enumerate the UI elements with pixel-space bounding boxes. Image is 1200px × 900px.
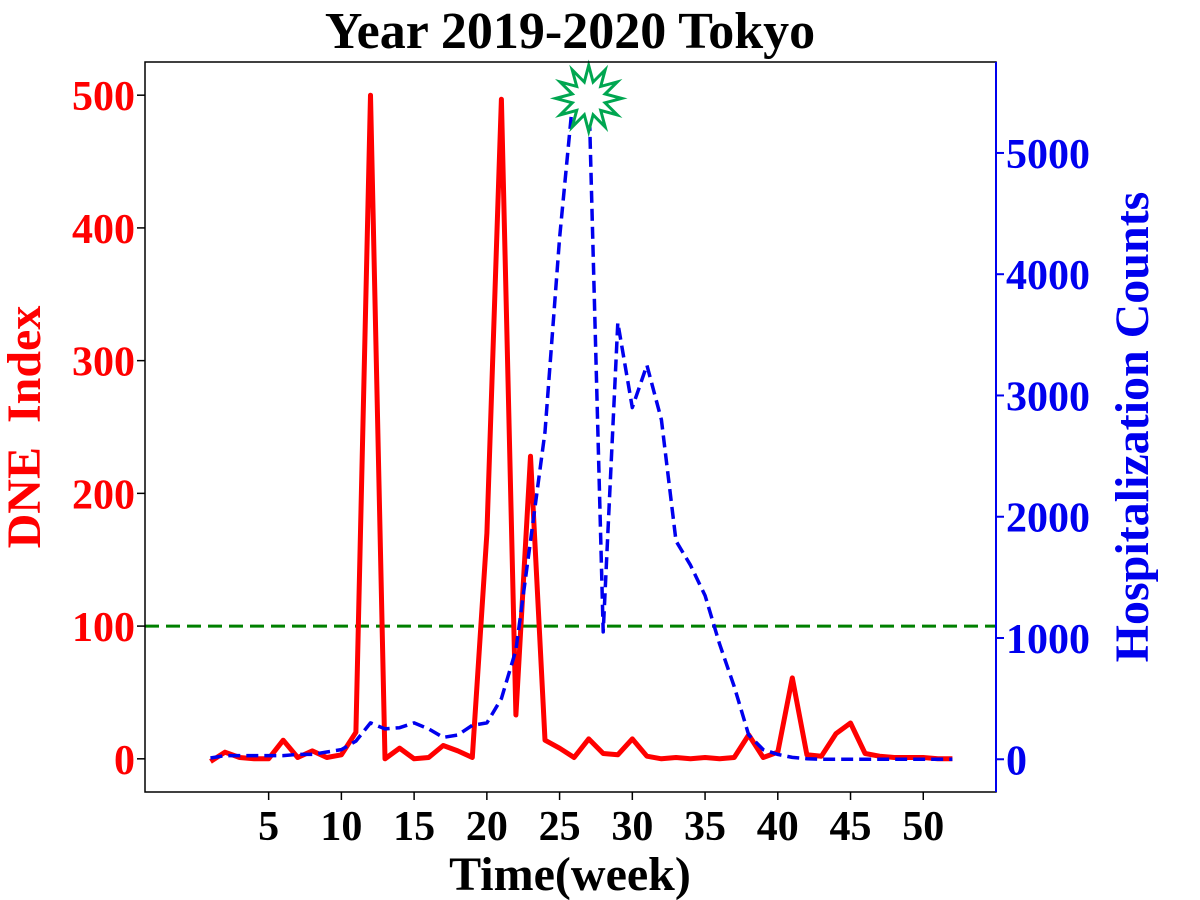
x-tick-label: 35 (684, 804, 726, 850)
right-y-tick-label: 2000 (1006, 496, 1090, 542)
x-axis: 5 10 15 20 25 30 35 40 45 50 (258, 792, 944, 850)
left-y-tick-label: 100 (72, 605, 135, 651)
x-tick-label: 30 (611, 804, 653, 850)
right-y-tick-label: 5000 (1006, 132, 1090, 178)
left-y-tick-label: 0 (114, 738, 135, 784)
plot-frame (144, 61, 997, 793)
right-y-axis-label: Hospitalization Counts (1106, 192, 1159, 663)
left-y-tick-label: 400 (72, 207, 135, 253)
right-y-tick-label: 1000 (1006, 617, 1090, 663)
right-y-tick-label: 4000 (1006, 253, 1090, 299)
left-y-axis-label: DNE Index (0, 306, 51, 549)
x-tick-label: 10 (320, 804, 362, 850)
x-tick-label: 45 (830, 804, 872, 850)
right-y-tick-label: 0 (1006, 738, 1027, 784)
x-tick-label: 50 (902, 804, 944, 850)
left-y-tick-label: 500 (72, 74, 135, 120)
plot-area (145, 59, 996, 764)
chart-title: Year 2019-2020 Tokyo (325, 3, 815, 60)
x-tick-label: 15 (393, 804, 435, 850)
right-y-tick-label: 3000 (1006, 374, 1090, 420)
dne-index-line (209, 92, 953, 764)
left-y-tick-label: 200 (72, 472, 135, 518)
peak-star-marker (549, 59, 628, 138)
x-tick-label: 5 (258, 804, 279, 850)
x-tick-label: 40 (757, 804, 799, 850)
x-tick-label: 25 (539, 804, 581, 850)
left-y-axis: 0 100 200 300 400 500 (72, 74, 145, 784)
x-tick-label: 20 (466, 804, 508, 850)
left-y-tick-label: 300 (72, 340, 135, 386)
hospitalization-line (210, 84, 953, 762)
right-y-axis: 0 1000 2000 3000 4000 5000 (996, 132, 1090, 784)
x-axis-label: Time(week) (449, 848, 691, 900)
